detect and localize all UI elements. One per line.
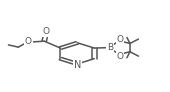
Text: O: O — [42, 27, 49, 36]
Text: O: O — [116, 35, 123, 44]
Text: O: O — [116, 52, 123, 61]
Text: B: B — [107, 43, 113, 52]
Text: O: O — [25, 37, 32, 46]
Text: N: N — [74, 60, 81, 70]
